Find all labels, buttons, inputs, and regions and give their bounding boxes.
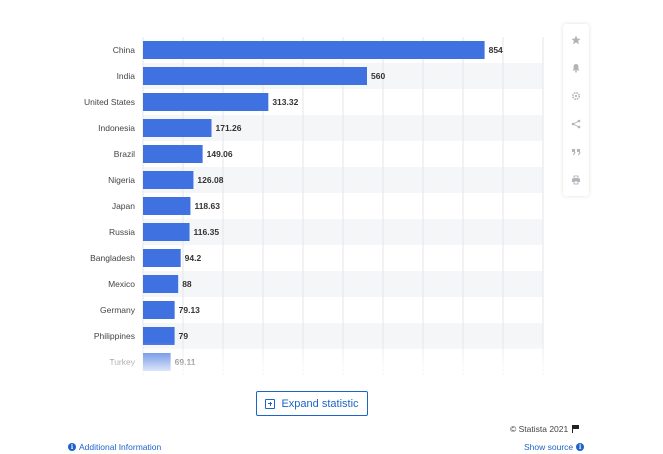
value-label: 854 (489, 45, 503, 55)
bar-china[interactable] (143, 41, 485, 59)
show-source-link[interactable]: Show source i (524, 442, 585, 452)
value-label: 118.63 (194, 201, 220, 211)
info-icon: i (576, 443, 585, 451)
category-label: United States (84, 97, 135, 107)
star-icon[interactable] (563, 26, 589, 54)
plus-square-icon (265, 398, 276, 409)
category-label: China (113, 45, 135, 55)
category-label: Indonesia (98, 123, 135, 133)
category-label: India (117, 71, 136, 81)
bar-mexico[interactable] (143, 275, 179, 293)
category-label: Russia (109, 227, 135, 237)
bell-icon[interactable] (563, 54, 589, 82)
bar-nigeria[interactable] (143, 171, 194, 189)
bar-philippines[interactable] (143, 327, 175, 345)
category-label: Mexico (108, 279, 135, 289)
bar-bangladesh[interactable] (143, 249, 181, 267)
value-label: 149.06 (207, 149, 233, 159)
value-label: 560 (371, 71, 385, 81)
category-label: Philippines (94, 331, 135, 341)
category-label: Brazil (114, 149, 135, 159)
category-label: Turkey (109, 357, 135, 367)
flag-icon[interactable] (572, 425, 580, 433)
bar-germany[interactable] (143, 301, 175, 319)
copyright-text: © Statista 2021 (510, 424, 569, 434)
value-label: 69.11 (175, 357, 196, 367)
gear-icon[interactable] (563, 82, 589, 110)
copyright-notice: © Statista 2021 (510, 424, 580, 434)
value-label: 313.32 (272, 97, 298, 107)
value-label: 88 (182, 279, 192, 289)
category-label: Bangladesh (90, 253, 135, 263)
info-icon: i (68, 443, 76, 451)
expand-statistic-button[interactable]: Expand statistic (256, 391, 368, 416)
value-label: 116.35 (194, 227, 220, 237)
expand-statistic-label: Expand statistic (281, 397, 359, 410)
quote-icon[interactable] (563, 138, 589, 166)
show-source-label: Show source (524, 442, 574, 452)
print-icon[interactable] (563, 166, 589, 194)
bar-chart: China 854 India 560 United States 313.32 Indon… (84, 37, 544, 375)
bar-india[interactable] (143, 67, 367, 85)
bar-united-states[interactable] (143, 93, 269, 111)
value-label: 79.13 (179, 305, 201, 315)
value-label: 79 (179, 331, 189, 341)
share-icon[interactable] (563, 110, 589, 138)
value-label: 94.2 (185, 253, 202, 263)
bar-indonesia[interactable] (143, 119, 212, 137)
value-label: 171.26 (216, 123, 242, 133)
chart-toolbar (563, 24, 589, 196)
category-label: Japan (112, 201, 135, 211)
bar-russia[interactable] (143, 223, 190, 241)
bar-brazil[interactable] (143, 145, 203, 163)
category-label: Germany (100, 305, 136, 315)
bar-turkey[interactable] (143, 353, 171, 371)
additional-information-link[interactable]: i Additional Information (68, 442, 161, 452)
category-label: Nigeria (108, 175, 135, 185)
additional-information-label: Additional Information (79, 442, 162, 452)
value-label: 126.08 (197, 175, 223, 185)
bar-japan[interactable] (143, 197, 191, 215)
